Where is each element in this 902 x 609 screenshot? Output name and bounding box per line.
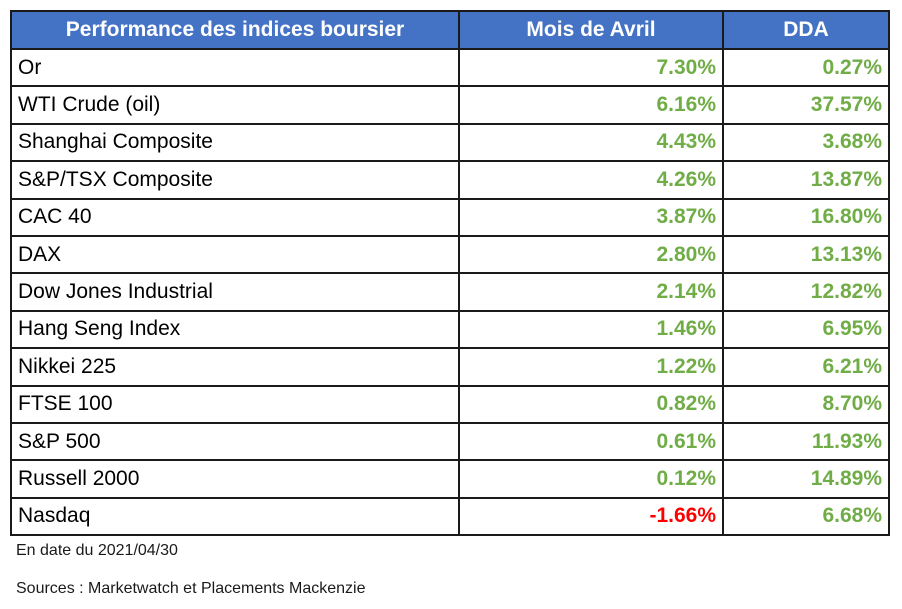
index-name-cell: Shanghai Composite [10, 122, 460, 163]
month-value-cell: 1.46% [458, 309, 724, 350]
month-value-cell: 4.43% [458, 122, 724, 163]
table-row: CAC 40 3.87% 16.80% [10, 197, 890, 237]
ytd-value-cell: 6.21% [722, 347, 890, 387]
month-value-cell: 2.80% [458, 234, 724, 275]
ytd-value-cell: 11.93% [722, 421, 890, 462]
performance-table: Performance des indices boursier Mois de… [10, 10, 890, 537]
month-value-cell: 1.22% [458, 347, 724, 387]
table-row: Russell 2000 0.12% 14.89% [10, 459, 890, 499]
index-name-cell: DAX [10, 234, 460, 275]
index-name-cell: S&P/TSX Composite [10, 160, 460, 200]
performance-table-container: Performance des indices boursier Mois de… [10, 10, 890, 537]
table-row: Shanghai Composite 4.43% 3.68% [10, 122, 890, 163]
month-value-cell: 4.26% [458, 160, 724, 200]
month-value-cell: 0.82% [458, 384, 724, 424]
month-value-cell: 2.14% [458, 272, 724, 312]
table-row: Nasdaq -1.66% 6.68% [10, 496, 890, 537]
ytd-value-cell: 0.27% [722, 47, 890, 88]
table-header-row: Performance des indices boursier Mois de… [10, 10, 890, 50]
index-name-cell: Or [10, 47, 460, 88]
index-name-cell: S&P 500 [10, 421, 460, 462]
table-row: FTSE 100 0.82% 8.70% [10, 384, 890, 424]
table-row: Hang Seng Index 1.46% 6.95% [10, 309, 890, 350]
month-value-cell: 0.61% [458, 421, 724, 462]
table-row: WTI Crude (oil) 6.16% 37.57% [10, 85, 890, 125]
ytd-value-cell: 8.70% [722, 384, 890, 424]
month-value-cell: 3.87% [458, 197, 724, 237]
index-name-cell: Nikkei 225 [10, 347, 460, 387]
index-name-cell: Russell 2000 [10, 459, 460, 499]
ytd-value-cell: 3.68% [722, 122, 890, 163]
header-ytd: DDA [722, 10, 890, 50]
table-row: Or 7.30% 0.27% [10, 47, 890, 88]
table-row: Dow Jones Industrial 2.14% 12.82% [10, 272, 890, 312]
index-name-cell: CAC 40 [10, 197, 460, 237]
month-value-cell: 7.30% [458, 47, 724, 88]
table-row: Nikkei 225 1.22% 6.21% [10, 347, 890, 387]
month-value-cell: 0.12% [458, 459, 724, 499]
table-row: S&P 500 0.61% 11.93% [10, 421, 890, 462]
ytd-value-cell: 16.80% [722, 197, 890, 237]
ytd-value-cell: 13.13% [722, 234, 890, 275]
index-name-cell: Hang Seng Index [10, 309, 460, 350]
header-month: Mois de Avril [458, 10, 724, 50]
index-name-cell: WTI Crude (oil) [10, 85, 460, 125]
index-name-cell: FTSE 100 [10, 384, 460, 424]
sources-note: Sources : Marketwatch et Placements Mack… [16, 580, 366, 597]
index-name-cell: Nasdaq [10, 496, 460, 537]
table-body: Or 7.30% 0.27% WTI Crude (oil) 6.16% 37.… [10, 47, 890, 537]
as-of-date: En date du 2021/04/30 [16, 542, 178, 559]
table-row: DAX 2.80% 13.13% [10, 234, 890, 275]
index-name-cell: Dow Jones Industrial [10, 272, 460, 312]
month-value-cell: 6.16% [458, 85, 724, 125]
ytd-value-cell: 14.89% [722, 459, 890, 499]
month-value-cell: -1.66% [458, 496, 724, 537]
ytd-value-cell: 6.95% [722, 309, 890, 350]
ytd-value-cell: 13.87% [722, 160, 890, 200]
ytd-value-cell: 37.57% [722, 85, 890, 125]
ytd-value-cell: 6.68% [722, 496, 890, 537]
header-index-name: Performance des indices boursier [10, 10, 460, 50]
ytd-value-cell: 12.82% [722, 272, 890, 312]
table-row: S&P/TSX Composite 4.26% 13.87% [10, 160, 890, 200]
